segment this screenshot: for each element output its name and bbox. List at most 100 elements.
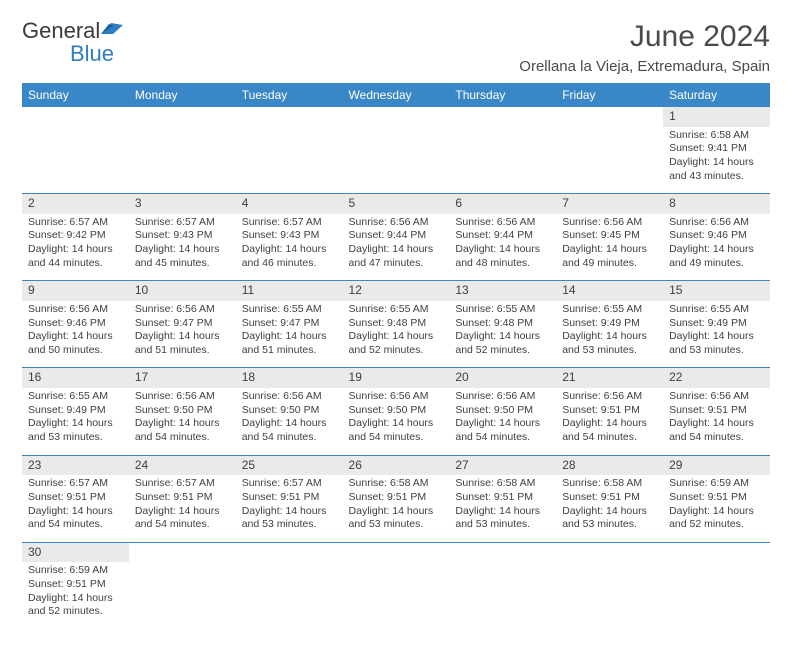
daylight-text-2: and 53 minutes. <box>349 518 444 532</box>
day-content-cell: Sunrise: 6:57 AMSunset: 9:43 PMDaylight:… <box>236 214 343 281</box>
sunset-text: Sunset: 9:46 PM <box>28 317 123 331</box>
daylight-text-1: Daylight: 14 hours <box>669 330 764 344</box>
day-number-cell: 12 <box>343 281 450 301</box>
weekday-header: Tuesday <box>236 83 343 107</box>
day-number-cell: 27 <box>449 455 556 475</box>
day-content-cell: Sunrise: 6:57 AMSunset: 9:51 PMDaylight:… <box>22 475 129 542</box>
logo-text-general: General <box>22 18 100 43</box>
weekday-header: Friday <box>556 83 663 107</box>
day-content-cell: Sunrise: 6:56 AMSunset: 9:47 PMDaylight:… <box>129 301 236 368</box>
sunrise-text: Sunrise: 6:58 AM <box>669 129 764 143</box>
sunrise-text: Sunrise: 6:56 AM <box>669 216 764 230</box>
day-number-row: 23242526272829 <box>22 455 770 475</box>
day-content-cell: Sunrise: 6:57 AMSunset: 9:43 PMDaylight:… <box>129 214 236 281</box>
day-content-cell: Sunrise: 6:56 AMSunset: 9:46 PMDaylight:… <box>22 301 129 368</box>
daylight-text-2: and 46 minutes. <box>242 257 337 271</box>
sunrise-text: Sunrise: 6:57 AM <box>28 216 123 230</box>
daylight-text-1: Daylight: 14 hours <box>562 505 657 519</box>
daylight-text-1: Daylight: 14 hours <box>242 505 337 519</box>
logo-text-blue: Blue <box>70 41 114 66</box>
daylight-text-2: and 54 minutes. <box>135 518 230 532</box>
day-number-cell: 24 <box>129 455 236 475</box>
sunset-text: Sunset: 9:43 PM <box>242 229 337 243</box>
daylight-text-1: Daylight: 14 hours <box>349 417 444 431</box>
sunset-text: Sunset: 9:51 PM <box>242 491 337 505</box>
day-content-cell: Sunrise: 6:56 AMSunset: 9:50 PMDaylight:… <box>236 388 343 455</box>
sunrise-text: Sunrise: 6:57 AM <box>135 216 230 230</box>
daylight-text-2: and 52 minutes. <box>349 344 444 358</box>
calendar-table: Sunday Monday Tuesday Wednesday Thursday… <box>22 83 770 629</box>
sunrise-text: Sunrise: 6:56 AM <box>669 390 764 404</box>
sunrise-text: Sunrise: 6:56 AM <box>242 390 337 404</box>
sunset-text: Sunset: 9:50 PM <box>135 404 230 418</box>
daylight-text-1: Daylight: 14 hours <box>562 417 657 431</box>
day-content-cell: Sunrise: 6:56 AMSunset: 9:50 PMDaylight:… <box>449 388 556 455</box>
day-number-cell: 2 <box>22 194 129 214</box>
day-content-cell: Sunrise: 6:56 AMSunset: 9:44 PMDaylight:… <box>343 214 450 281</box>
day-number-cell <box>129 542 236 562</box>
day-content-cell: Sunrise: 6:58 AMSunset: 9:41 PMDaylight:… <box>663 127 770 194</box>
daylight-text-2: and 54 minutes. <box>28 518 123 532</box>
daylight-text-2: and 53 minutes. <box>669 344 764 358</box>
daylight-text-1: Daylight: 14 hours <box>669 417 764 431</box>
day-content-cell <box>236 562 343 629</box>
sunrise-text: Sunrise: 6:58 AM <box>562 477 657 491</box>
daylight-text-2: and 51 minutes. <box>135 344 230 358</box>
day-content-cell: Sunrise: 6:55 AMSunset: 9:49 PMDaylight:… <box>663 301 770 368</box>
daylight-text-1: Daylight: 14 hours <box>28 243 123 257</box>
daylight-text-2: and 50 minutes. <box>28 344 123 358</box>
day-number-cell: 11 <box>236 281 343 301</box>
weekday-header: Sunday <box>22 83 129 107</box>
sunrise-text: Sunrise: 6:58 AM <box>455 477 550 491</box>
day-number-cell: 6 <box>449 194 556 214</box>
sunset-text: Sunset: 9:49 PM <box>562 317 657 331</box>
day-number-row: 16171819202122 <box>22 368 770 388</box>
day-number-cell <box>129 107 236 127</box>
daylight-text-1: Daylight: 14 hours <box>28 505 123 519</box>
day-content-cell <box>343 127 450 194</box>
weekday-header: Monday <box>129 83 236 107</box>
day-content-cell <box>236 127 343 194</box>
day-content-row: Sunrise: 6:56 AMSunset: 9:46 PMDaylight:… <box>22 301 770 368</box>
day-number-cell: 4 <box>236 194 343 214</box>
day-content-cell: Sunrise: 6:56 AMSunset: 9:50 PMDaylight:… <box>129 388 236 455</box>
day-content-cell <box>129 127 236 194</box>
day-number-cell <box>343 542 450 562</box>
sunset-text: Sunset: 9:50 PM <box>455 404 550 418</box>
daylight-text-1: Daylight: 14 hours <box>455 243 550 257</box>
daylight-text-2: and 47 minutes. <box>349 257 444 271</box>
day-number-cell <box>449 542 556 562</box>
daylight-text-2: and 53 minutes. <box>562 518 657 532</box>
day-number-cell <box>449 107 556 127</box>
sunrise-text: Sunrise: 6:55 AM <box>28 390 123 404</box>
day-number-cell: 30 <box>22 542 129 562</box>
daylight-text-1: Daylight: 14 hours <box>349 330 444 344</box>
sunset-text: Sunset: 9:42 PM <box>28 229 123 243</box>
sunset-text: Sunset: 9:43 PM <box>135 229 230 243</box>
sunrise-text: Sunrise: 6:56 AM <box>349 216 444 230</box>
day-number-cell <box>556 542 663 562</box>
weekday-header: Thursday <box>449 83 556 107</box>
daylight-text-1: Daylight: 14 hours <box>135 505 230 519</box>
day-content-cell: Sunrise: 6:55 AMSunset: 9:48 PMDaylight:… <box>449 301 556 368</box>
day-content-cell <box>663 562 770 629</box>
day-content-cell <box>129 562 236 629</box>
day-number-cell: 23 <box>22 455 129 475</box>
sunset-text: Sunset: 9:48 PM <box>455 317 550 331</box>
day-number-cell <box>22 107 129 127</box>
day-content-cell: Sunrise: 6:56 AMSunset: 9:44 PMDaylight:… <box>449 214 556 281</box>
calendar-page: General Blue June 2024 Orellana la Vieja… <box>0 0 792 649</box>
day-content-cell: Sunrise: 6:55 AMSunset: 9:49 PMDaylight:… <box>556 301 663 368</box>
day-number-row: 9101112131415 <box>22 281 770 301</box>
day-content-cell: Sunrise: 6:56 AMSunset: 9:51 PMDaylight:… <box>663 388 770 455</box>
day-number-row: 1 <box>22 107 770 127</box>
day-content-row: Sunrise: 6:58 AMSunset: 9:41 PMDaylight:… <box>22 127 770 194</box>
sunset-text: Sunset: 9:51 PM <box>349 491 444 505</box>
day-number-cell <box>343 107 450 127</box>
day-content-row: Sunrise: 6:59 AMSunset: 9:51 PMDaylight:… <box>22 562 770 629</box>
weekday-header: Saturday <box>663 83 770 107</box>
day-content-cell: Sunrise: 6:59 AMSunset: 9:51 PMDaylight:… <box>22 562 129 629</box>
day-content-row: Sunrise: 6:57 AMSunset: 9:42 PMDaylight:… <box>22 214 770 281</box>
day-number-cell: 14 <box>556 281 663 301</box>
calendar-body: 1Sunrise: 6:58 AMSunset: 9:41 PMDaylight… <box>22 107 770 629</box>
